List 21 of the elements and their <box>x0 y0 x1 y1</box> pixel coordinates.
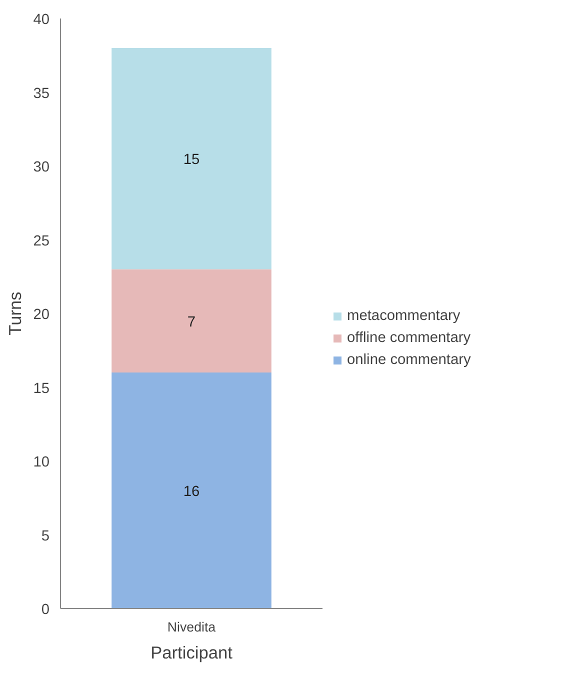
y-tick-label: 0 <box>41 602 50 618</box>
y-tick-label: 35 <box>33 86 50 102</box>
y-axis-title: Turns <box>5 291 26 336</box>
data-label: 7 <box>187 314 196 330</box>
data-label: 15 <box>183 152 200 168</box>
legend-label: offline commentary <box>347 330 471 346</box>
y-tick-label: 10 <box>33 454 50 470</box>
y-tick-label: 30 <box>33 160 50 176</box>
bar <box>112 48 272 270</box>
legend-label: metacommentary <box>347 308 460 324</box>
legend-label: online commentary <box>347 352 471 368</box>
y-tick-label: 20 <box>33 307 50 323</box>
data-label: 16 <box>183 484 200 500</box>
bar <box>112 372 272 608</box>
y-tick-label: 5 <box>41 528 50 544</box>
y-tick-label: 40 <box>33 12 50 28</box>
y-tick-label: 15 <box>33 380 50 397</box>
bar <box>112 269 272 372</box>
y-tick-label: 25 <box>33 233 50 250</box>
x-axis-title: Participant <box>150 642 233 662</box>
x-tick-label: Nivedita <box>167 620 216 634</box>
